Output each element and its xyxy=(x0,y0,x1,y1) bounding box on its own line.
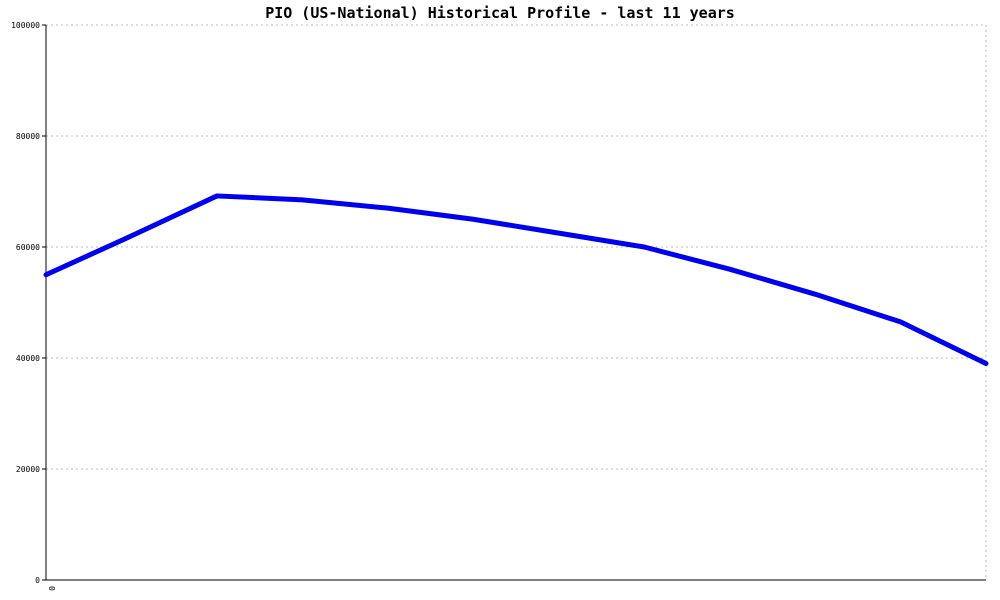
series-layer xyxy=(43,193,989,367)
y-tick-label: 40000 xyxy=(16,354,40,363)
y-tick-label: 20000 xyxy=(16,465,40,474)
y-tick-label: 60000 xyxy=(16,243,40,252)
y-tick-labels: 0 20000 40000 60000 80000 100000 xyxy=(11,21,46,585)
x-tick-label: 0 xyxy=(47,586,56,591)
y-tick-label: 0 xyxy=(35,576,40,585)
y-tick-label: 100000 xyxy=(11,21,40,30)
series-line xyxy=(43,193,989,367)
y-tick-label: 80000 xyxy=(16,132,40,141)
chart-title: PIO (US-National) Historical Profile - l… xyxy=(265,4,735,22)
grid-lines xyxy=(46,24,987,580)
x-tick-labels: 0 xyxy=(47,586,56,591)
